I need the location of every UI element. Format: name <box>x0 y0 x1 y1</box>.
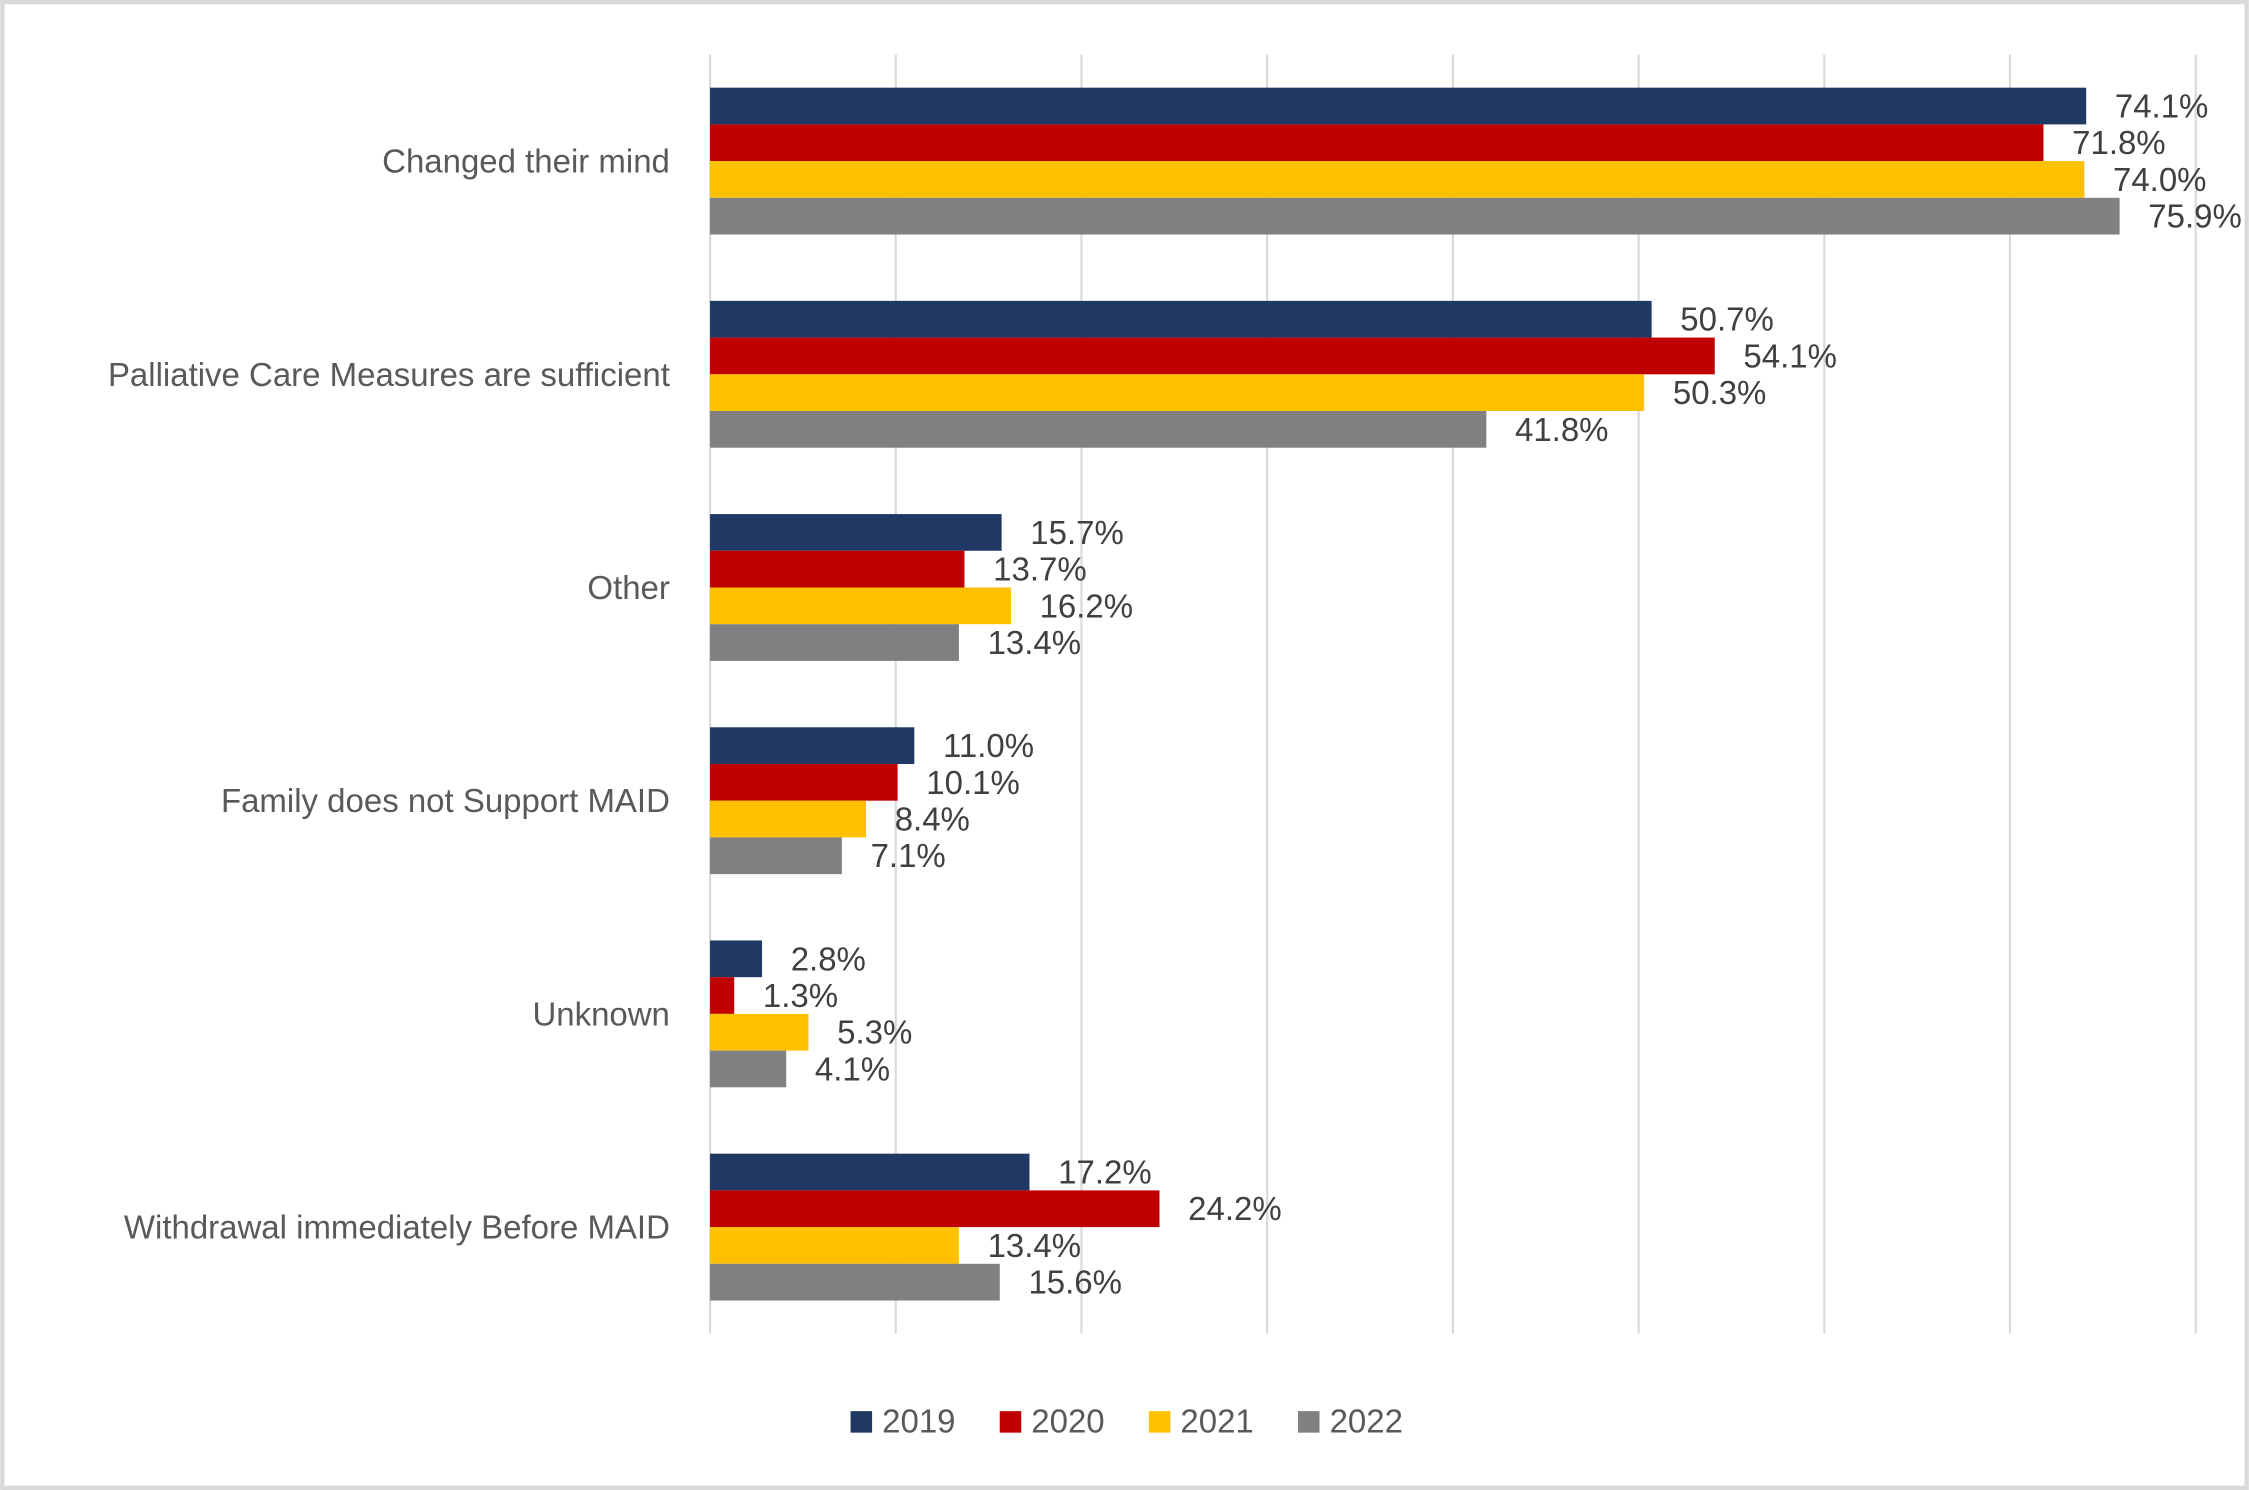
legend-label: 2021 <box>1180 1403 1253 1440</box>
data-label: 4.1% <box>815 1050 890 1087</box>
data-label: 1.3% <box>763 977 838 1014</box>
data-label: 15.7% <box>1030 514 1123 551</box>
data-label: 5.3% <box>837 1014 912 1051</box>
legend-item-2020: 2020 <box>999 1403 1105 1440</box>
bar-2020 <box>710 337 1715 375</box>
bar-2021 <box>710 374 1645 412</box>
bar-2022 <box>710 837 842 875</box>
bar-2022 <box>710 624 959 661</box>
data-label: 41.8% <box>1515 411 1608 448</box>
category-label: Changed their mind <box>382 143 670 180</box>
bar-2019 <box>710 727 915 764</box>
bar-2022 <box>710 1263 1000 1301</box>
legend-item-2021: 2021 <box>1148 1403 1254 1440</box>
data-label: 7.1% <box>871 837 946 874</box>
category-label: Family does not Support MAID <box>221 782 670 819</box>
data-label: 8.4% <box>895 801 970 838</box>
bar-2019 <box>710 300 1652 338</box>
legend-swatch <box>1298 1411 1320 1433</box>
bar-2019 <box>710 514 1002 551</box>
bar-2022 <box>710 1050 787 1088</box>
bar-2021 <box>710 587 1011 625</box>
bar-2020 <box>710 1190 1160 1228</box>
legend-swatch <box>999 1411 1022 1433</box>
bar-2022 <box>710 411 1487 448</box>
bar-2020 <box>710 124 2044 162</box>
legend-swatch <box>1148 1411 1171 1433</box>
data-label: 24.2% <box>1188 1190 1281 1227</box>
bar-2020 <box>710 550 965 588</box>
category-label: Other <box>587 569 669 606</box>
data-label: 2.8% <box>791 940 866 977</box>
bar-2022 <box>710 197 2120 235</box>
category-label: Palliative Care Measures are sufficient <box>108 356 670 393</box>
data-label: 16.2% <box>1040 587 1133 624</box>
data-label: 71.8% <box>2072 124 2165 161</box>
category-label: Unknown <box>532 995 669 1032</box>
data-label: 15.6% <box>1028 1264 1121 1301</box>
data-label: 74.1% <box>2115 87 2208 124</box>
bars <box>710 87 2120 1301</box>
data-label: 17.2% <box>1058 1153 1151 1190</box>
bar-2021 <box>710 1013 809 1051</box>
data-label: 75.9% <box>2148 198 2241 235</box>
data-label: 50.7% <box>1680 301 1773 338</box>
gridlines <box>708 54 2197 1334</box>
data-label: 11.0% <box>943 727 1034 764</box>
category-label: Withdrawal immediately Before MAID <box>124 1209 670 1246</box>
legend-label: 2019 <box>882 1403 955 1440</box>
legend-item-2019: 2019 <box>850 1403 955 1440</box>
bar-2021 <box>710 1227 959 1264</box>
legend-label: 2022 <box>1330 1403 1403 1440</box>
data-label: 13.4% <box>988 624 1081 661</box>
bar-2019 <box>710 940 763 978</box>
data-label: 74.0% <box>2113 161 2206 198</box>
bar-2019 <box>710 1153 1030 1191</box>
data-label: 50.3% <box>1673 374 1766 411</box>
data-label: 13.4% <box>988 1227 1081 1264</box>
legend-label: 2020 <box>1031 1403 1104 1440</box>
legend: 2019 2020 2021 2022 <box>850 1403 1403 1440</box>
data-label: 54.1% <box>1743 337 1836 374</box>
bar-2021 <box>710 800 867 838</box>
category-labels: Changed their mind Palliative Care Measur… <box>108 143 670 1246</box>
bar-2020 <box>710 977 735 1014</box>
bar-2019 <box>710 87 2087 125</box>
data-label: 10.1% <box>926 764 1019 801</box>
bar-2021 <box>710 161 2085 198</box>
legend-swatch <box>850 1411 873 1433</box>
legend-item-2022: 2022 <box>1298 1403 1403 1440</box>
data-labels: 74.1%71.8%74.0%75.9% 50.7%54.1%50.3% 41.8%… <box>763 87 2242 1300</box>
bar-2020 <box>710 763 898 801</box>
data-label: 13.7% <box>993 551 1086 588</box>
